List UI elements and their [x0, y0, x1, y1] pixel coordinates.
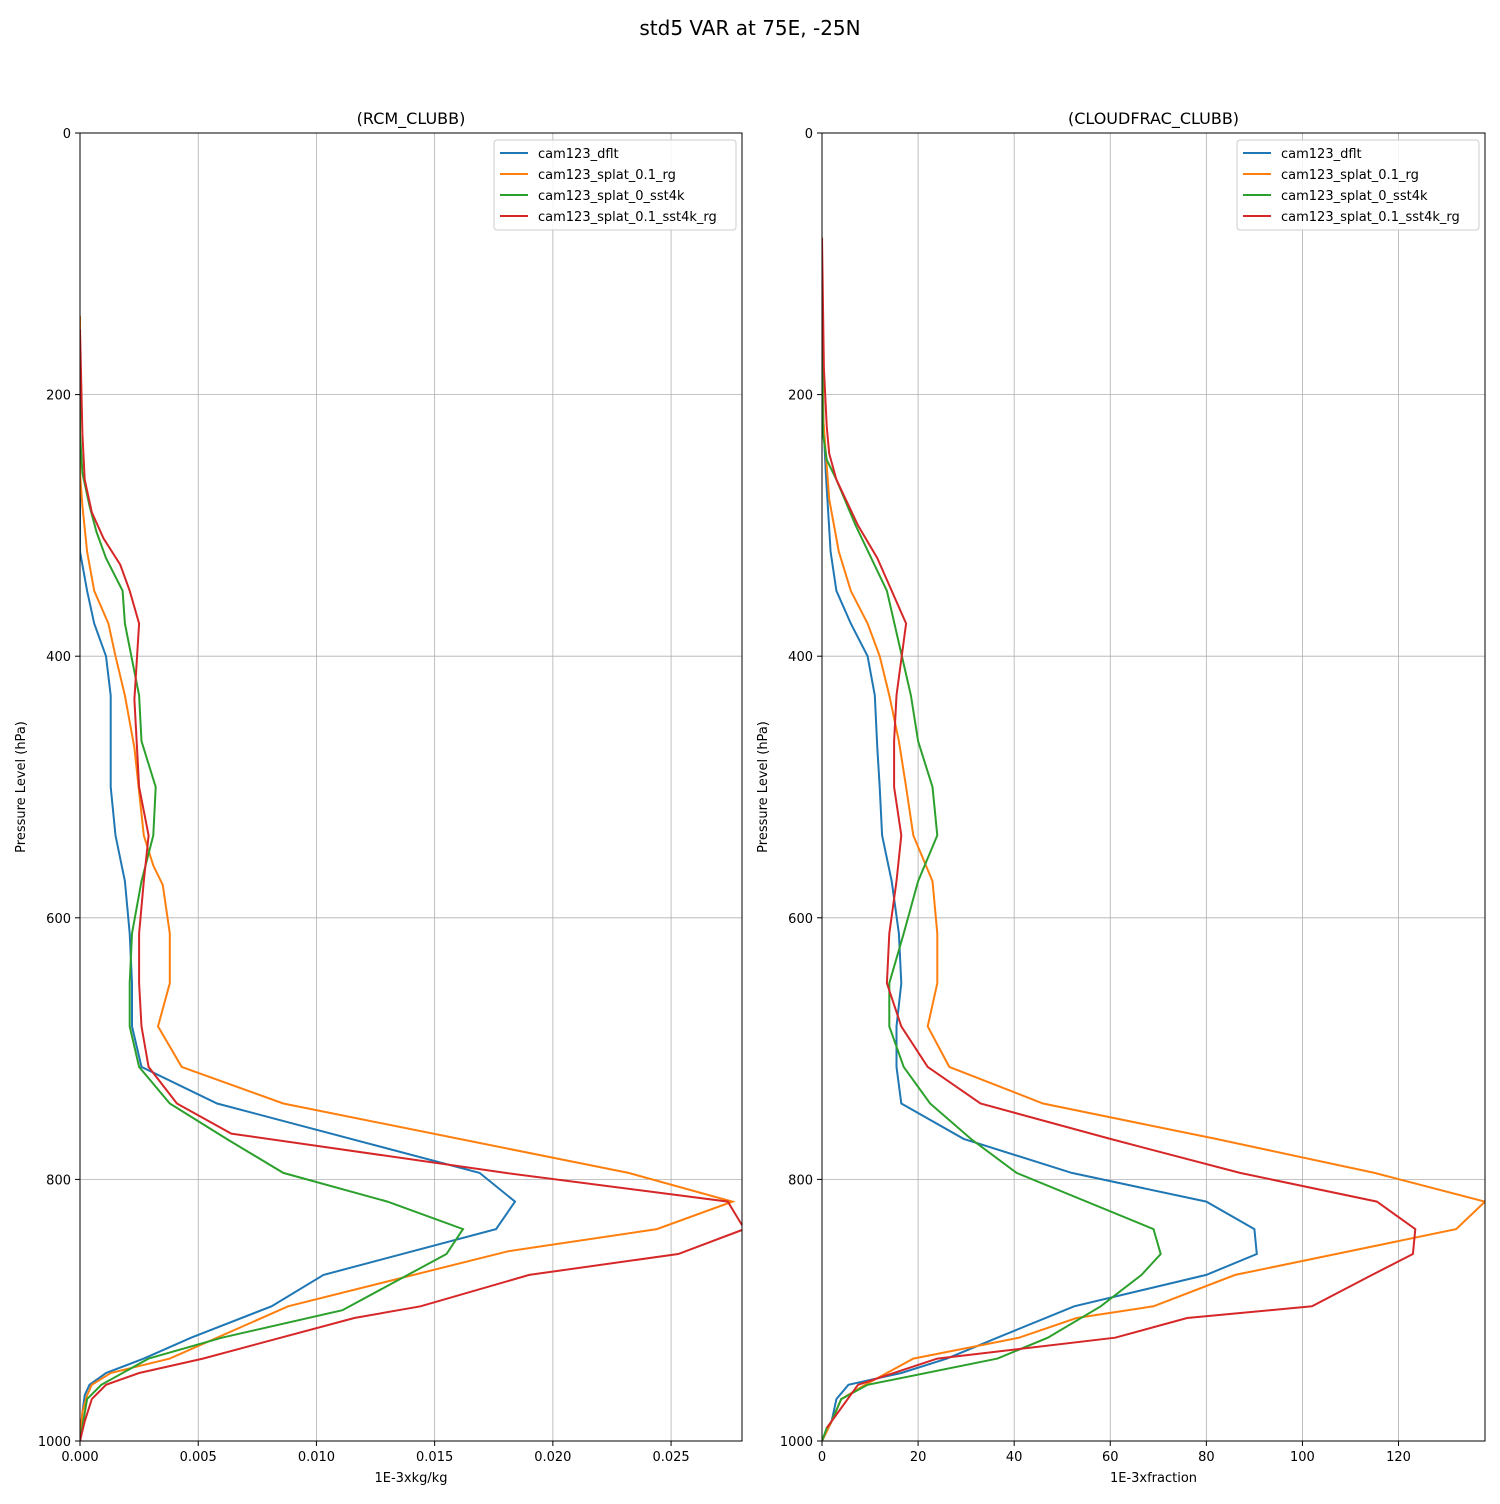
x-tick-label: 40: [1006, 1450, 1023, 1465]
chart-panel-2: 0 20 40 60 80 100 120 0 200 400 600 800 1000 (CLOUDFR…: [756, 109, 1486, 1486]
y-tick-label: 400: [788, 650, 813, 665]
legend-label: cam123_splat_0.1_rg: [538, 168, 676, 183]
x-tick-label: 0.025: [652, 1450, 689, 1465]
series-line-cam123_splat_0_sst4k: [822, 316, 1162, 1441]
legend: cam123_dflt cam123_splat_0.1_rg cam123_spl…: [1236, 139, 1480, 231]
series-line-cam123_splat_0.1_sst4k_rg: [80, 329, 742, 1441]
legend: cam123_dflt cam123_splat_0.1_rg cam123_spl…: [493, 139, 737, 231]
y-axis-label: Pressure Level (hPa): [14, 721, 29, 853]
legend-label: cam123_splat_0_sst4k: [538, 189, 685, 204]
legend-label: cam123_splat_0.1_sst4k_rg: [538, 210, 717, 225]
series-line-cam123_splat_0.1_rg: [80, 316, 736, 1441]
series-line-cam123_splat_0.1_sst4k_rg: [822, 237, 1417, 1429]
series-line-cam123_dflt: [822, 316, 1258, 1441]
legend-box: [1236, 139, 1480, 231]
y-tick-label: 200: [46, 389, 71, 404]
y-tick-label: 0: [63, 127, 71, 142]
y-tick-label: 600: [46, 912, 71, 927]
x-tick-label: 0.000: [61, 1450, 98, 1465]
y-tick-label: 800: [46, 1173, 71, 1188]
figure-title: std5 VAR at 75E, -25N: [639, 16, 861, 40]
axes-frame: [821, 132, 1486, 1442]
y-tick-label: 600: [788, 912, 813, 927]
y-tick-label: 1000: [780, 1435, 813, 1450]
x-tick-label: 100: [1290, 1450, 1315, 1465]
axes-frame: [79, 132, 743, 1442]
series-line-cam123_splat_0.1_rg: [822, 316, 1485, 1441]
subplot-title: (RCM_CLUBB): [357, 109, 466, 129]
legend-label: cam123_splat_0.1_sst4k_rg: [1281, 210, 1460, 225]
y-tick-label: 1000: [38, 1435, 71, 1450]
series-line-cam123_splat_0_sst4k: [80, 329, 465, 1441]
legend-label: cam123_dflt: [538, 147, 619, 162]
series-line-cam123_dflt: [80, 316, 517, 1441]
y-tick-label: 800: [788, 1173, 813, 1188]
y-tick-label: 400: [46, 650, 71, 665]
legend-label: cam123_splat_0.1_rg: [1281, 168, 1419, 183]
x-tick-label: 20: [910, 1450, 927, 1465]
y-tick-label: 0: [805, 127, 813, 142]
x-tick-label: 120: [1386, 1450, 1411, 1465]
x-tick-label: 0.010: [298, 1450, 335, 1465]
legend-box: [493, 139, 737, 231]
x-tick-label: 0.020: [534, 1450, 571, 1465]
y-axis-label: Pressure Level (hPa): [756, 721, 771, 853]
x-axis-label: 1E-3xkg/kg: [374, 1471, 447, 1486]
chart-panel-1: 0.000 0.005 0.010 0.015 0.020 0.025 0 200 400 600…: [14, 109, 743, 1486]
x-tick-label: 80: [1198, 1450, 1215, 1465]
y-tick-label: 200: [788, 389, 813, 404]
x-axis-label: 1E-3xfraction: [1110, 1471, 1197, 1486]
x-tick-label: 60: [1102, 1450, 1119, 1465]
legend-label: cam123_splat_0_sst4k: [1281, 189, 1428, 204]
subplot-title: (CLOUDFRAC_CLUBB): [1068, 109, 1239, 129]
legend-label: cam123_dflt: [1281, 147, 1362, 162]
x-tick-label: 0.005: [180, 1450, 217, 1465]
x-tick-label: 0: [818, 1450, 826, 1465]
x-tick-label: 0.015: [416, 1450, 453, 1465]
